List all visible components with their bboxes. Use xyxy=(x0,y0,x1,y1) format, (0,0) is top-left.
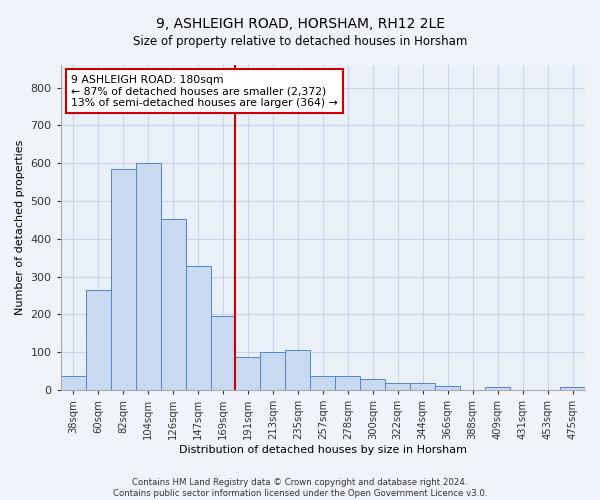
Bar xyxy=(485,388,510,390)
Bar xyxy=(361,378,385,390)
Text: Contains HM Land Registry data © Crown copyright and database right 2024.
Contai: Contains HM Land Registry data © Crown c… xyxy=(113,478,487,498)
Bar xyxy=(211,316,235,390)
Text: 9, ASHLEIGH ROAD, HORSHAM, RH12 2LE: 9, ASHLEIGH ROAD, HORSHAM, RH12 2LE xyxy=(155,18,445,32)
Bar xyxy=(310,376,335,390)
Bar xyxy=(161,219,185,390)
Bar xyxy=(260,352,286,390)
Bar xyxy=(410,383,435,390)
Bar xyxy=(235,357,260,390)
Text: Size of property relative to detached houses in Horsham: Size of property relative to detached ho… xyxy=(133,35,467,48)
Bar xyxy=(185,266,211,390)
Y-axis label: Number of detached properties: Number of detached properties xyxy=(15,140,25,315)
Bar xyxy=(435,386,460,390)
Bar xyxy=(86,290,110,390)
Bar xyxy=(335,376,361,390)
Bar xyxy=(286,350,310,390)
Bar xyxy=(136,164,161,390)
Bar xyxy=(61,376,86,390)
X-axis label: Distribution of detached houses by size in Horsham: Distribution of detached houses by size … xyxy=(179,445,467,455)
Text: 9 ASHLEIGH ROAD: 180sqm
← 87% of detached houses are smaller (2,372)
13% of semi: 9 ASHLEIGH ROAD: 180sqm ← 87% of detache… xyxy=(71,75,338,108)
Bar xyxy=(560,387,585,390)
Bar xyxy=(385,383,410,390)
Bar xyxy=(110,169,136,390)
